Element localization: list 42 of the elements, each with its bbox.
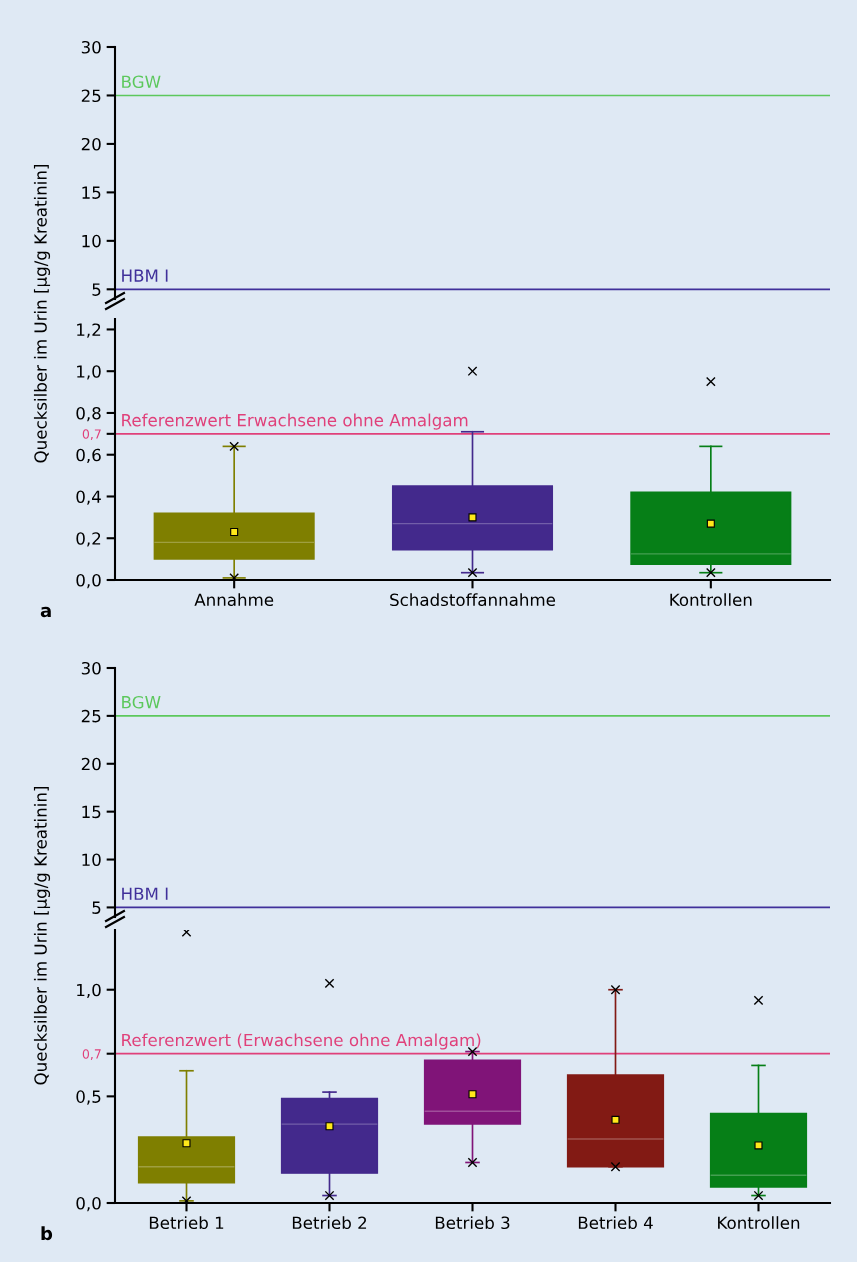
- y-tick-label: 30: [81, 40, 101, 54]
- y-tick-label: 0,0: [76, 573, 101, 589]
- y-tick-label: 0,5: [76, 1090, 101, 1105]
- ref-line-label: Referenzwert Erwachsene ohne Amalgam: [122, 413, 468, 430]
- text: a: [40, 606, 51, 618]
- y-tick-label: 20: [81, 137, 101, 151]
- x-tick-label: Betrieb 2: [292, 1216, 367, 1230]
- y-tick-label: 5: [92, 283, 101, 296]
- y-tick-label: 0,6: [76, 448, 101, 463]
- y-tick-label: 10: [82, 234, 101, 248]
- text: b: [41, 1226, 53, 1241]
- x-tick-label: Kontrollen: [670, 593, 752, 607]
- ref-line-label: HBM I: [122, 887, 168, 900]
- y-tick-label: 20: [81, 757, 101, 771]
- y-tick-label: 0,7: [82, 1049, 101, 1060]
- ref-line-label: Referenzwert (Erwachsene ohne Amalgam): [122, 1033, 481, 1050]
- ref-line-label: HBM I: [122, 269, 168, 282]
- y-axis-title: Quecksilber im Urin [µg/g Kreatinin]: [33, 787, 51, 1085]
- ref-line-label: BGW: [122, 695, 161, 709]
- x-tick-label: Betrieb 3: [435, 1216, 510, 1230]
- y-tick-label: 25: [81, 709, 101, 723]
- x-tick-label: Annahme: [194, 593, 274, 607]
- x-tick-label: Kontrollen: [718, 1216, 800, 1230]
- y-tick-label: 0,7: [82, 429, 101, 441]
- y-tick-label: 1,0: [77, 365, 101, 380]
- y-tick-label: 0,2: [76, 532, 101, 547]
- y-tick-label: 15: [82, 805, 101, 819]
- x-tick-label: Schadstoffannahme: [390, 593, 556, 607]
- y-tick-label: 0,8: [76, 406, 101, 422]
- y-tick-label: 25: [81, 89, 101, 103]
- x-tick-label: Betrieb 4: [578, 1216, 653, 1230]
- y-tick-label: 0,4: [76, 490, 101, 505]
- y-tick-label: 0,0: [76, 1196, 101, 1212]
- y-tick-label: 30: [81, 661, 101, 675]
- x-tick-label: Betrieb 1: [149, 1216, 224, 1230]
- y-tick-label: 1,2: [77, 323, 101, 338]
- ref-line-label: BGW: [122, 75, 161, 89]
- y-tick-label: 10: [82, 853, 101, 867]
- y-tick-label: 5: [92, 901, 101, 914]
- y-tick-label: 15: [82, 186, 101, 199]
- y-axis-title: Quecksilber im Urin [µg/g Kreatinin]: [33, 165, 51, 463]
- y-tick-label: 1,0: [77, 983, 101, 998]
